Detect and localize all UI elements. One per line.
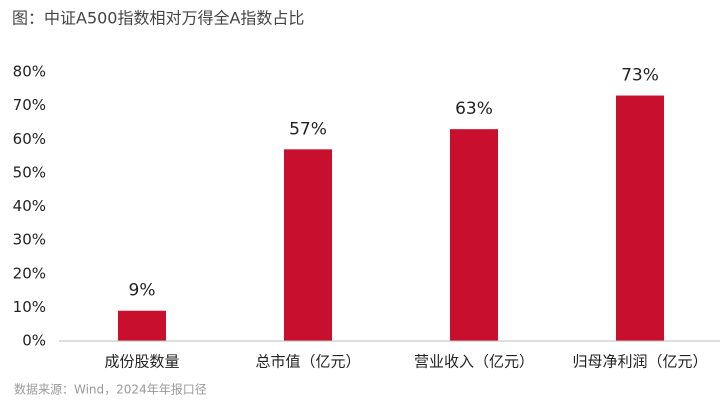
y-tick-label: 80% bbox=[13, 63, 46, 81]
x-tick-label: 成份股数量 bbox=[104, 353, 179, 371]
bar bbox=[284, 149, 332, 341]
value-label: 57% bbox=[289, 119, 327, 139]
value-label: 73% bbox=[621, 66, 659, 86]
y-tick-label: 20% bbox=[13, 264, 46, 282]
y-tick-label: 0% bbox=[22, 332, 46, 350]
x-tick-label: 归母净利润（亿元） bbox=[572, 353, 707, 371]
x-tick-label: 营业收入（亿元） bbox=[414, 353, 534, 371]
source-note: 数据来源：Wind，2024年年报口径 bbox=[14, 382, 207, 397]
chart-title: 图：中证A500指数相对万得全A指数占比 bbox=[12, 9, 304, 28]
y-tick-label: 40% bbox=[13, 197, 46, 215]
value-label: 63% bbox=[455, 99, 493, 119]
y-tick-label: 10% bbox=[13, 298, 46, 316]
value-label: 9% bbox=[129, 281, 156, 301]
y-tick-label: 30% bbox=[13, 231, 46, 249]
x-tick-label: 总市值（亿元） bbox=[255, 353, 360, 371]
y-tick-label: 60% bbox=[13, 130, 46, 148]
bar bbox=[616, 95, 664, 341]
y-tick-label: 50% bbox=[13, 163, 46, 181]
y-tick-label: 70% bbox=[13, 96, 46, 114]
bar bbox=[118, 310, 166, 341]
bar bbox=[450, 129, 498, 341]
